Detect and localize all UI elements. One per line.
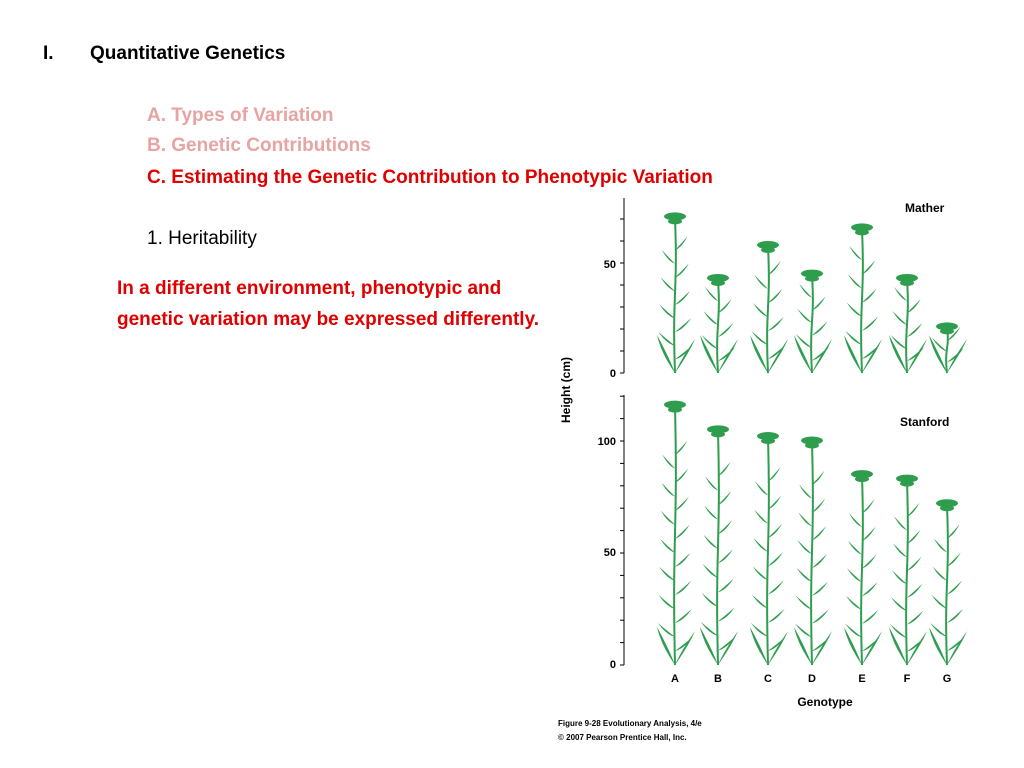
genotype-label-d: D <box>808 673 816 685</box>
subsection-a: A. Types of Variation <box>147 105 334 126</box>
stanford-panel-title: Stanford <box>900 415 949 429</box>
genotype-label-f: F <box>904 673 911 685</box>
genotype-label-b: B <box>714 673 722 685</box>
mather-panel: Mather 50 0 <box>604 198 967 380</box>
mather-tick-50: 50 <box>604 259 616 271</box>
mather-tick-0: 0 <box>610 368 616 380</box>
stanford-tick-50: 50 <box>604 547 616 559</box>
subsection-c: C. Estimating the Genetic Contribution t… <box>147 167 713 188</box>
plant-e-mather <box>844 223 882 374</box>
y-axis-label: Height (cm) <box>559 357 573 423</box>
section-title: Quantitative Genetics <box>90 43 286 64</box>
plant-g-stanford <box>929 499 967 666</box>
plant-d-mather <box>794 269 832 374</box>
plant-b-mather <box>700 274 738 374</box>
stanford-tick-0: 0 <box>610 659 616 671</box>
stanford-tick-100: 100 <box>598 436 616 448</box>
plant-a-mather <box>657 212 695 374</box>
genotype-label-a: A <box>671 673 679 685</box>
figure-caption-line2: © 2007 Pearson Prentice Hall, Inc. <box>558 733 687 742</box>
genotype-height-figure: Height (cm) Mather 50 0 Stanford 100 50 … <box>558 198 967 742</box>
plant-f-mather <box>889 274 927 374</box>
mather-plants <box>657 212 967 374</box>
subsection-b: B. Genetic Contributions <box>147 135 371 156</box>
plant-c-mather <box>750 241 788 374</box>
plant-g-mather <box>929 322 967 374</box>
plant-a-stanford <box>657 400 695 666</box>
plant-f-stanford <box>889 474 927 666</box>
genotype-label-e: E <box>858 673 865 685</box>
subtopic-heritability: 1. Heritability <box>147 228 257 249</box>
plant-d-stanford <box>794 436 832 666</box>
plant-e-stanford <box>844 470 882 666</box>
genotype-labels: A B C D E F G <box>671 673 951 685</box>
figure-caption-line1: Figure 9-28 Evolutionary Analysis, 4/e <box>558 719 702 728</box>
section-number: I. <box>43 43 54 64</box>
mather-panel-title: Mather <box>905 201 945 215</box>
stanford-plants <box>657 400 967 666</box>
stanford-panel: Stanford 100 50 0 <box>598 395 967 671</box>
plant-b-stanford <box>700 425 738 666</box>
genotype-label-c: C <box>764 673 772 685</box>
plant-c-stanford <box>750 432 788 666</box>
environment-note: In a different environment, phenotypic a… <box>117 278 540 330</box>
genotype-label-g: G <box>943 673 952 685</box>
x-axis-label: Genotype <box>797 695 853 709</box>
